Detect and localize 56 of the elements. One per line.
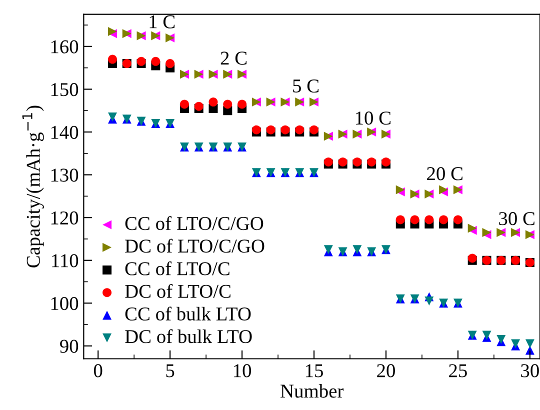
point: [252, 125, 261, 134]
x-tick-label: 0: [94, 364, 102, 378]
annotation: 1 C: [150, 15, 175, 28]
point: [338, 157, 348, 166]
point: [108, 26, 117, 36]
point: [324, 157, 333, 166]
x-tick-label: 20: [377, 364, 395, 378]
annotation: 30 C: [499, 212, 534, 226]
point: [108, 54, 117, 64]
x-tick-label: 30: [521, 364, 539, 378]
x-tick-label: 25: [449, 364, 467, 378]
point: [180, 100, 189, 109]
legend-label: DC of LTO/C: [125, 284, 230, 298]
point: [295, 125, 304, 134]
point: [208, 98, 218, 107]
x-tick-label: 15: [306, 364, 323, 378]
legend-label: CC of bulk LTO: [125, 306, 251, 321]
point: [381, 157, 390, 166]
point: [410, 215, 420, 224]
annotation: 10 C: [356, 112, 390, 125]
y-tick-label: 130: [51, 168, 78, 182]
y-tick-label: 90: [60, 340, 78, 353]
y-tick-label: 120: [51, 211, 78, 225]
legend-label: DC of bulk LTO: [125, 329, 252, 344]
y-axis-title: Capacity/(mAh·g$^{−1}$): [22, 106, 44, 268]
point: [496, 334, 506, 344]
point: [136, 56, 146, 66]
point: [367, 157, 376, 166]
annotation: 2 C: [220, 52, 247, 65]
y-tick-label: 140: [51, 126, 78, 139]
point: [424, 296, 434, 306]
point: [396, 215, 405, 224]
legend-label: CC of LTO/C: [125, 261, 230, 276]
y-tick-label: 150: [51, 83, 78, 96]
point: [525, 339, 534, 348]
point: [424, 215, 434, 224]
y-tick-label: 110: [52, 254, 78, 268]
point: [352, 157, 362, 166]
point: [310, 125, 319, 134]
point: [453, 215, 462, 224]
point: [266, 125, 276, 134]
point: [151, 56, 160, 66]
y-tick-label: 100: [51, 296, 78, 310]
x-tick-label: 10: [234, 364, 252, 378]
point: [439, 215, 448, 224]
point: [223, 100, 232, 109]
point: [166, 59, 175, 68]
point: [238, 100, 247, 109]
point: [280, 125, 290, 134]
legend-label: DC of LTO/C/GO: [125, 238, 264, 253]
y-tick-label: 160: [51, 40, 78, 54]
annotation: 20 C: [427, 167, 462, 180]
x-axis-title: Number: [280, 384, 344, 398]
x-tick-label: 5: [166, 364, 174, 378]
legend-label: CC of LTO/C/GO: [125, 216, 264, 230]
annotation: 5 C: [293, 79, 318, 93]
